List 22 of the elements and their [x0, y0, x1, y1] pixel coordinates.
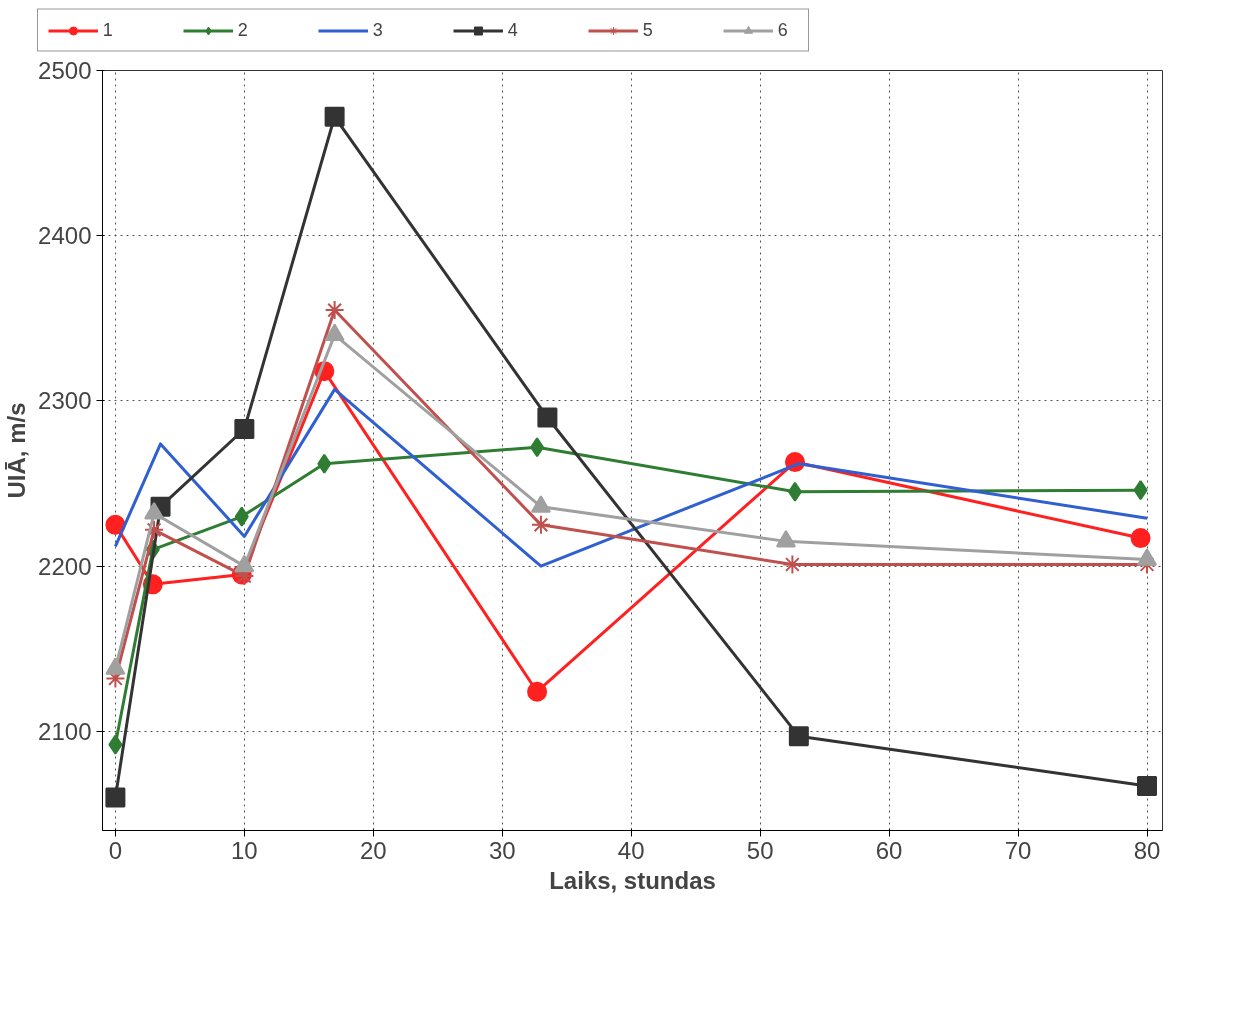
x-tick-label: 20 — [359, 836, 387, 864]
x-tick-label: 10 — [231, 836, 258, 864]
legend-label: 5 — [642, 19, 654, 41]
legend-label: 3 — [372, 19, 384, 41]
x-tick-label: 80 — [1133, 836, 1161, 864]
y-tick-label: 2500 — [38, 57, 92, 84]
x-tick-label: 60 — [875, 836, 903, 864]
legend-label: 1 — [102, 19, 114, 41]
x-tick-label: 50 — [746, 836, 774, 864]
y-tick-label: 2300 — [38, 387, 92, 415]
legend-label: 2 — [237, 19, 249, 41]
y-axis-title: UIĀ, m/s — [3, 402, 31, 499]
y-tick-label: 2100 — [38, 717, 92, 745]
x-axis-title: Laiks, stundas — [549, 866, 716, 894]
legend-label: 4 — [507, 19, 519, 41]
x-tick-label: 30 — [488, 836, 516, 864]
y-tick-label: 2200 — [38, 552, 92, 580]
y-tick-label: 2400 — [38, 222, 92, 250]
x-tick-label: 0 — [108, 836, 123, 864]
legend-label: 6 — [777, 19, 789, 41]
x-tick-label: 70 — [1004, 836, 1032, 864]
x-tick-label: 40 — [617, 836, 645, 864]
